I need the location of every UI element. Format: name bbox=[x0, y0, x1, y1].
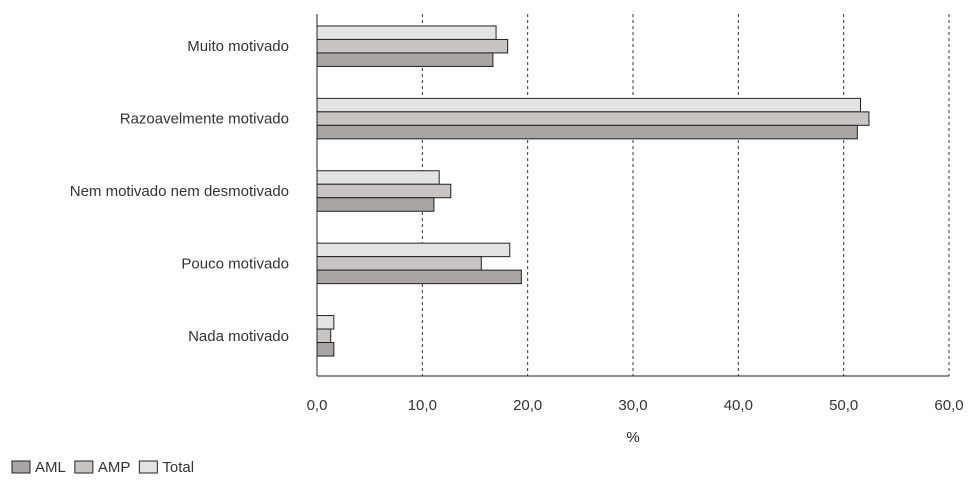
x-tick-label: 10,0 bbox=[408, 397, 437, 414]
x-tick-label: 0,0 bbox=[307, 397, 328, 414]
category-label: Nada motivado bbox=[188, 328, 289, 345]
bar-total bbox=[316, 242, 511, 258]
bar-amp bbox=[316, 328, 332, 344]
category-label: Nem motivado nem desmotivado bbox=[70, 183, 289, 200]
x-tick-label: 30,0 bbox=[618, 397, 647, 414]
bar-aml bbox=[316, 124, 858, 140]
x-tick-label: 20,0 bbox=[513, 397, 542, 414]
bar-aml bbox=[316, 52, 494, 67]
bar-total bbox=[316, 315, 335, 330]
legend-label: Total bbox=[162, 459, 194, 476]
bar-total bbox=[316, 25, 497, 40]
bar-amp bbox=[316, 183, 452, 199]
x-tick-label: 50,0 bbox=[829, 397, 858, 414]
bar-aml bbox=[316, 269, 522, 285]
bar-amp bbox=[316, 111, 870, 126]
bar-aml bbox=[316, 197, 435, 212]
legend-label: AMP bbox=[98, 459, 131, 476]
legend: AML AMP Total bbox=[11, 459, 194, 476]
category-labels: Muito motivado Razoavelmente motivado Nem … bbox=[70, 38, 289, 345]
x-tick-label: 40,0 bbox=[724, 397, 753, 414]
x-axis-title: % bbox=[626, 429, 639, 446]
gridlines bbox=[421, 14, 950, 376]
category-label: Muito motivado bbox=[187, 38, 289, 55]
category-label: Pouco motivado bbox=[181, 255, 289, 272]
bar-total bbox=[316, 170, 440, 185]
bar-amp bbox=[316, 38, 509, 54]
legend-swatch-total bbox=[138, 460, 158, 474]
tick-labels: 0,0 10,0 20,0 30,0 40,0 50,0 60,0 bbox=[307, 397, 964, 414]
bar-total bbox=[316, 97, 862, 113]
legend-swatch-amp bbox=[74, 460, 94, 474]
legend-swatch-aml bbox=[11, 460, 31, 474]
legend-label: AML bbox=[35, 459, 66, 476]
bar-amp bbox=[316, 256, 482, 271]
bars bbox=[316, 25, 870, 357]
bar-aml bbox=[316, 342, 335, 357]
category-label: Razoavelmente motivado bbox=[120, 111, 289, 128]
axes bbox=[316, 14, 949, 377]
x-tick-label: 60,0 bbox=[934, 397, 963, 414]
